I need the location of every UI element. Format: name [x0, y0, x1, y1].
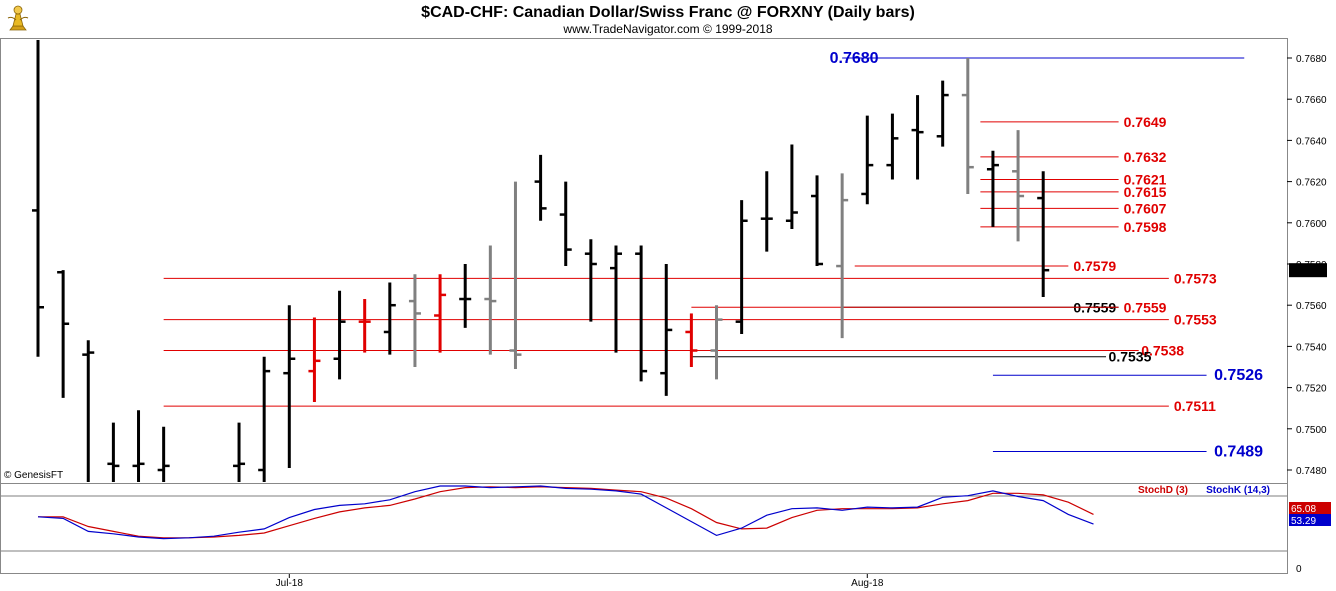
level-label: 0.7649 — [1124, 114, 1167, 130]
stoch-panel-frame — [0, 483, 1288, 574]
level-label: 0.7559 — [1124, 299, 1167, 315]
level-label: 0.7579 — [1073, 258, 1116, 274]
stoch-d-line — [38, 486, 1094, 539]
last-price-label: 0.7577 — [1291, 266, 1322, 277]
level-label: 0.7598 — [1124, 219, 1167, 235]
y-tick-label: 0.7640 — [1296, 136, 1327, 147]
y-tick-label: 0.7600 — [1296, 219, 1327, 230]
stoch-k-value-box — [1289, 514, 1331, 526]
stoch-k-line — [37, 485, 1094, 540]
copyright-text: © GenesisFT — [4, 470, 63, 481]
x-axis: Jul-18 Aug-18 — [276, 574, 884, 589]
level-label: 0.7607 — [1124, 200, 1167, 216]
last-price-marker: 0.7577 — [1289, 263, 1327, 278]
y-tick-label: 0.7500 — [1296, 425, 1327, 436]
stoch-zero-label: 0 — [1296, 564, 1302, 575]
level-label: 0.7489 — [1214, 443, 1263, 460]
level-label: 0.7621 — [1124, 172, 1167, 188]
y-tick-label: 0.7480 — [1296, 466, 1327, 477]
y-tick-label: 0.7620 — [1296, 178, 1327, 189]
y-tick-label: 0.7520 — [1296, 384, 1327, 395]
level-label: 0.7553 — [1174, 312, 1217, 328]
x-tick-label: Aug-18 — [851, 578, 884, 589]
level-label: 0.7535 — [1109, 349, 1152, 365]
chart-title: $CAD-CHF: Canadian Dollar/Swiss Franc @ … — [421, 4, 915, 21]
stoch-k-label: StochK (14,3) — [1206, 485, 1270, 496]
stoch-k-value: 53.29 — [1291, 516, 1316, 527]
level-label: 0.7615 — [1124, 184, 1167, 200]
chart-subtitle: www.TradeNavigator.com © 1999-2018 — [562, 22, 772, 36]
stochastic-lines — [37, 485, 1094, 540]
gold-trophy-icon — [7, 5, 29, 31]
level-label: 0.7573 — [1174, 270, 1217, 286]
price-panel-frame — [0, 38, 1288, 484]
stoch-d-label: StochD (3) — [1138, 485, 1188, 496]
stoch-d-value-box — [1289, 502, 1331, 514]
last-price-box — [1289, 263, 1327, 278]
level-label: 0.7538 — [1141, 343, 1184, 359]
level-label: 0.7511 — [1174, 398, 1216, 414]
price-bars — [32, 40, 1050, 482]
y-tick-label: 0.7540 — [1296, 342, 1327, 353]
level-label: 0.7680 — [830, 50, 879, 67]
y-tick-label: 0.7680 — [1296, 54, 1327, 65]
x-tick-label: Jul-18 — [276, 578, 304, 589]
stoch-d-value: 65.08 — [1291, 504, 1316, 515]
level-label: 0.7632 — [1124, 149, 1167, 165]
y-tick-label: 0.7660 — [1296, 95, 1327, 106]
level-label: 0.7526 — [1214, 367, 1263, 384]
y-tick-label: 0.7560 — [1296, 301, 1327, 312]
